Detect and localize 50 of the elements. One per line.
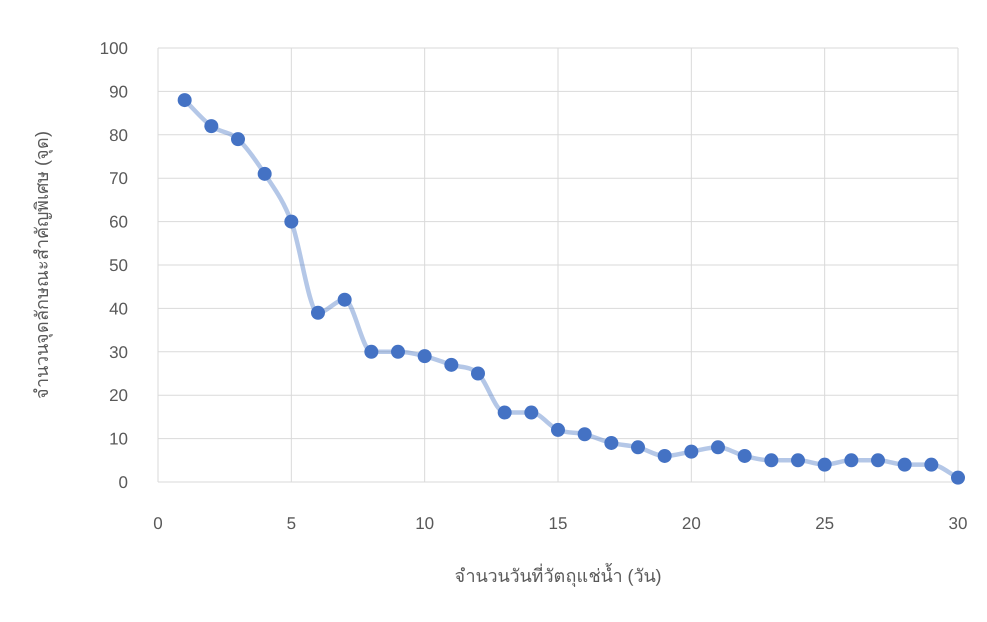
y-tick-label: 80 <box>109 126 128 145</box>
point <box>391 344 405 359</box>
y-axis-title: จำนวนจุดลักษณะสำคัญพิเศษ (จุด) <box>32 131 53 399</box>
point <box>364 344 378 359</box>
point <box>231 132 245 146</box>
point <box>444 358 458 372</box>
y-tick-label: 30 <box>109 342 128 362</box>
point <box>631 440 645 454</box>
y-tick-label: 100 <box>100 39 128 58</box>
point <box>924 458 938 472</box>
point <box>951 470 965 485</box>
x-tick-label: 25 <box>815 514 834 533</box>
x-tick-label: 10 <box>415 514 434 533</box>
x-axis-title: จำนวนวันที่วัตถุแช่น้ำ (วัน) <box>454 563 662 587</box>
point <box>791 453 805 468</box>
point <box>898 458 912 472</box>
point <box>764 453 778 468</box>
point <box>418 349 432 364</box>
point <box>658 448 672 463</box>
x-tick-label: 30 <box>948 514 968 533</box>
y-tick-label: 40 <box>109 299 128 318</box>
point <box>311 306 325 320</box>
y-tick-label: 0 <box>118 473 128 492</box>
y-tick-label: 60 <box>109 212 128 232</box>
x-tick-label: 5 <box>286 514 296 533</box>
x-tick-label: 20 <box>682 514 701 533</box>
point <box>711 440 725 454</box>
point <box>524 406 538 420</box>
y-tick-label: 50 <box>109 256 128 275</box>
point <box>551 422 565 437</box>
point <box>818 458 832 472</box>
y-tick-label: 70 <box>109 169 128 188</box>
point <box>844 453 858 468</box>
x-tick-label: 0 <box>153 514 163 533</box>
y-tick-label: 10 <box>109 430 128 449</box>
x-tick-label: 15 <box>548 514 568 533</box>
point <box>284 214 298 229</box>
y-tick-label: 90 <box>109 82 128 102</box>
point <box>871 453 885 468</box>
point <box>738 448 752 463</box>
point <box>178 93 192 108</box>
point <box>498 406 512 420</box>
point <box>258 166 272 181</box>
point <box>684 444 698 459</box>
point <box>578 427 592 442</box>
point <box>338 292 352 307</box>
point <box>204 119 218 134</box>
point <box>604 436 618 450</box>
y-tick-label: 20 <box>109 386 128 406</box>
point <box>471 366 485 380</box>
